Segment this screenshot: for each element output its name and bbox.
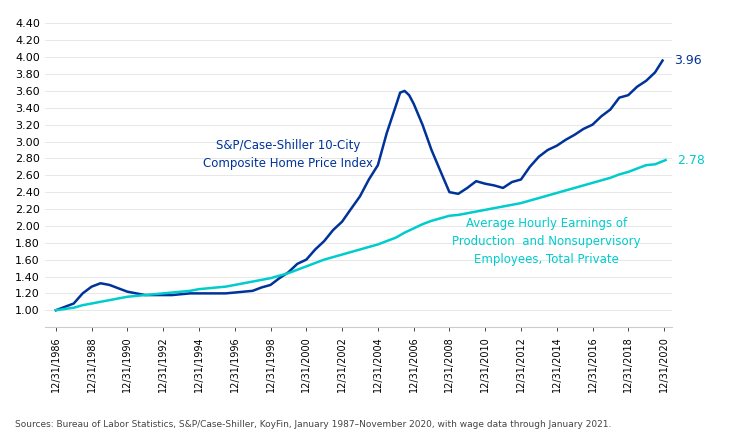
Text: Sources: Bureau of Labor Statistics, S&P/Case-Shiller, KoyFin, January 1987–Nove: Sources: Bureau of Labor Statistics, S&P… (15, 420, 611, 429)
Text: S&P/Case-Shiller 10-City
Composite Home Price Index: S&P/Case-Shiller 10-City Composite Home … (203, 139, 374, 170)
Text: Average Hourly Earnings of
Production  and Nonsupervisory
Employees, Total Priva: Average Hourly Earnings of Production an… (452, 216, 640, 265)
Text: 3.96: 3.96 (674, 54, 701, 67)
Text: 2.78: 2.78 (676, 154, 704, 167)
